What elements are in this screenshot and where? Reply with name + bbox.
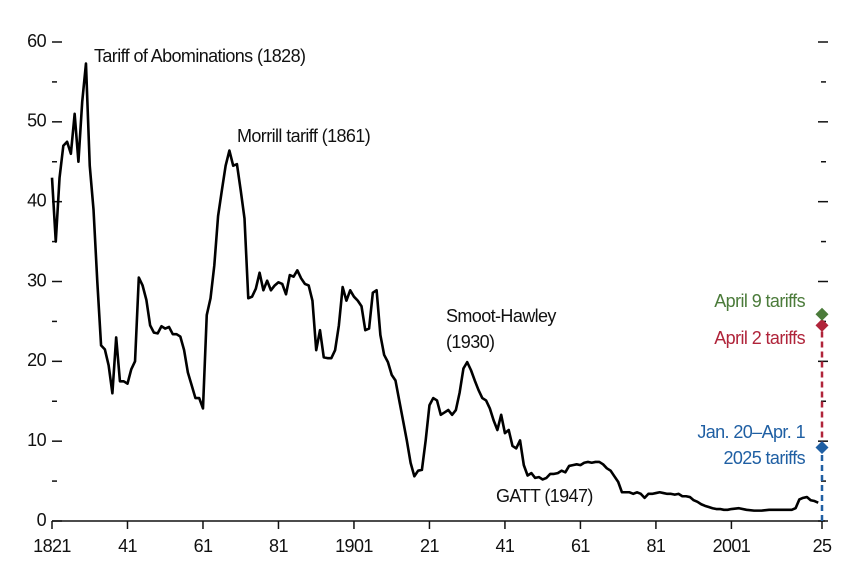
annotation: (1930)	[446, 332, 494, 352]
marker	[815, 441, 829, 455]
x-tick-label: 21	[420, 536, 439, 556]
x-tick-label: 61	[571, 536, 590, 556]
marker-label: April 2 tariffs	[714, 328, 805, 348]
annotation: Morrill tariff (1861)	[237, 126, 370, 146]
y-tick-label: 20	[27, 350, 46, 370]
x-tick-label: 81	[269, 536, 288, 556]
x-tick-label: 25	[813, 536, 832, 556]
tariff-line	[50, 62, 819, 512]
marker	[815, 307, 829, 321]
marker-label: 2025 tariffs	[723, 448, 805, 468]
x-tick-label: 2001	[713, 536, 751, 556]
x-tick-label: 81	[647, 536, 666, 556]
x-tick-label: 41	[118, 536, 137, 556]
y-tick-label: 40	[27, 190, 46, 210]
annotation: Tariff of Abominations (1828)	[94, 46, 305, 66]
x-tick-label: 41	[496, 536, 515, 556]
marker	[815, 318, 829, 332]
y-tick-label: 0	[37, 510, 47, 530]
y-tick-label: 30	[27, 270, 46, 290]
marker-label: Jan. 20–Apr. 1	[697, 422, 805, 442]
annotation: GATT (1947)	[496, 486, 593, 506]
y-tick-label: 10	[27, 430, 46, 450]
annotation: Smoot-Hawley	[446, 306, 556, 326]
x-tick-label: 1821	[33, 536, 71, 556]
y-tick-label: 50	[27, 111, 46, 131]
x-tick-label: 61	[194, 536, 213, 556]
marker-label: April 9 tariffs	[714, 291, 805, 311]
x-tick-label: 1901	[335, 536, 373, 556]
y-tick-label: 60	[27, 31, 46, 51]
